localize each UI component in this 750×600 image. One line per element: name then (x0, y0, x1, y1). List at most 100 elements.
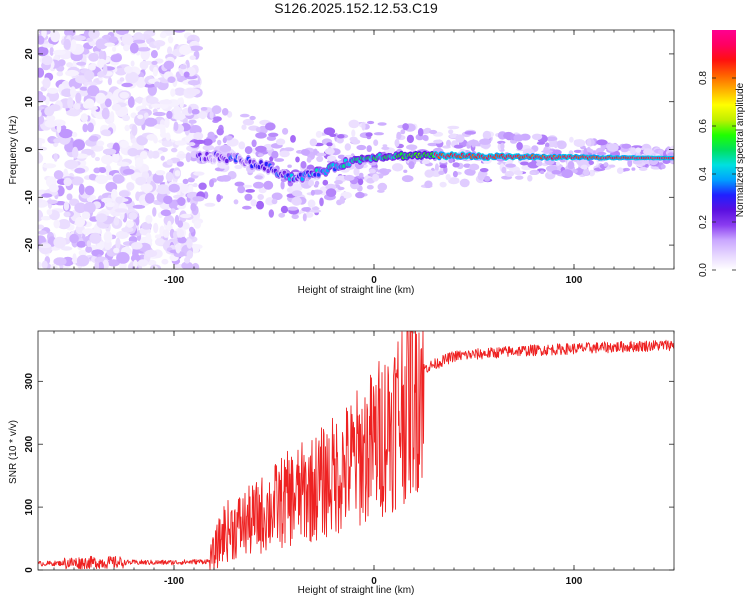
heatmap-cell (607, 143, 619, 151)
heatmap-cell (66, 110, 80, 117)
heatmap-cell (187, 238, 193, 248)
heatmap-cell (49, 184, 59, 192)
heatmap-cell (153, 67, 158, 77)
spectrogram-y-tick-label: -20 (24, 237, 35, 252)
heatmap-cell (159, 100, 172, 105)
heatmap-cell (295, 157, 300, 163)
heatmap-cell (234, 199, 239, 204)
heatmap-cell (125, 72, 138, 84)
heatmap-cell (126, 182, 134, 191)
heatmap-cell (148, 97, 159, 104)
colorbar-tick-label: 0.6 (698, 119, 709, 133)
heatmap-cell (329, 134, 336, 137)
heatmap-cell (137, 47, 150, 51)
heatmap-cell (272, 199, 278, 205)
heatmap-cell (367, 121, 374, 124)
heatmap-cell (258, 153, 264, 157)
heatmap-cell (609, 165, 616, 168)
heatmap-cell (174, 121, 179, 131)
heatmap-cell (433, 140, 442, 144)
heatmap-cell (99, 168, 106, 173)
heatmap-cell (452, 162, 459, 167)
heatmap-cell (326, 142, 332, 146)
heatmap-cell (513, 134, 523, 141)
heatmap-cell (478, 172, 485, 181)
heatmap-cell (278, 213, 285, 218)
heatmap-cell (301, 161, 307, 169)
heatmap-cell (325, 148, 335, 155)
heatmap-cell (177, 98, 183, 104)
heatmap-cell (212, 158, 216, 163)
heatmap-cell (167, 46, 172, 54)
heatmap-cell (516, 142, 523, 150)
heatmap-cell (64, 212, 71, 218)
heatmap-cell (429, 130, 437, 134)
heatmap-cell (126, 220, 134, 228)
heatmap-cell (168, 36, 173, 43)
heatmap-cell (541, 150, 553, 153)
heatmap-cell (153, 112, 166, 116)
heatmap-cell (148, 150, 154, 159)
colorbar: 0.0 0.2 0.4 0.6 0.8 Normalized spectral ampl… (698, 30, 746, 277)
heatmap-cell (217, 128, 224, 135)
heatmap-cell (455, 134, 464, 142)
heatmap-cell (144, 113, 149, 119)
heatmap-cell (89, 233, 101, 244)
heatmap-cell (193, 183, 198, 187)
heatmap-cell (255, 132, 267, 138)
heatmap-cell (453, 171, 458, 177)
heatmap-cell (34, 210, 43, 222)
spectrogram-y-tick-label: 20 (24, 48, 35, 60)
heatmap-cell (631, 167, 635, 170)
colorbar-tick-label: 0.0 (698, 263, 709, 277)
heatmap-cell (373, 139, 378, 146)
heatmap-cell (345, 143, 351, 151)
heatmap-cell (446, 174, 451, 180)
heatmap-cell (326, 188, 336, 197)
heatmap-cell (131, 242, 143, 250)
heatmap-cell (123, 45, 130, 52)
heatmap-cell (589, 161, 594, 165)
heatmap-cell (319, 198, 324, 207)
heatmap-cell (95, 157, 100, 161)
heatmap-cell (112, 104, 121, 111)
heatmap-cell (75, 93, 81, 104)
heatmap-cell (501, 167, 506, 174)
heatmap-cell (240, 114, 250, 118)
colorbar-tick-label: 0.4 (698, 167, 709, 181)
heatmap-cell (113, 248, 119, 254)
heatmap-cell (269, 209, 274, 218)
heatmap-cell (198, 183, 206, 190)
heatmap-cell (175, 140, 187, 145)
heatmap-cell (241, 124, 246, 130)
heatmap-cell (282, 128, 288, 135)
heatmap-cell (112, 47, 116, 52)
heatmap-cell (311, 190, 315, 196)
heatmap-cell (402, 175, 414, 182)
heatmap-cell (446, 140, 451, 147)
heatmap-cell (167, 159, 173, 165)
spectrogram-x-tick-label: -100 (164, 275, 184, 286)
heatmap-cell (316, 156, 323, 162)
heatmap-cell (424, 170, 434, 178)
heatmap-cell (661, 164, 666, 169)
snr-x-tick-label: -100 (164, 576, 184, 587)
heatmap-cell (374, 132, 384, 135)
heatmap-cell (192, 109, 200, 115)
heatmap-cell (63, 39, 70, 50)
heatmap-cell (35, 111, 42, 117)
heatmap-cell (569, 137, 574, 143)
heatmap-cell (337, 187, 344, 190)
heatmap-cell (178, 237, 187, 244)
heatmap-cell (120, 140, 129, 148)
heatmap-cell (245, 189, 255, 193)
heatmap-cell (303, 213, 307, 221)
heatmap-cell (76, 241, 86, 248)
heatmap-cell (42, 261, 48, 269)
heatmap-cell (153, 223, 158, 233)
heatmap-cell (84, 70, 94, 80)
heatmap-cell (119, 92, 129, 99)
heatmap-cell (103, 64, 107, 75)
heatmap-cell (633, 161, 642, 164)
heatmap-cell (54, 170, 64, 179)
